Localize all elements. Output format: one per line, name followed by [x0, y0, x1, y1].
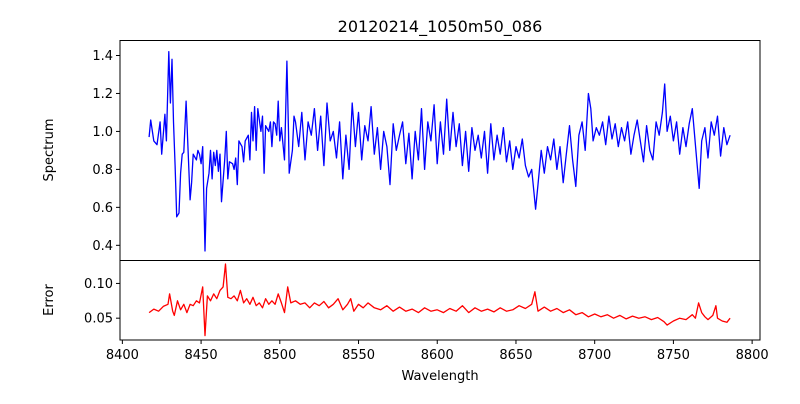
y-tick-label: 1.4 [92, 49, 113, 64]
spectrum-y-label: Spectrum [42, 119, 57, 182]
y-tick-label: 1.0 [92, 125, 113, 140]
y-tick-label: 0.6 [92, 201, 113, 216]
x-tick-label: 8750 [657, 348, 690, 363]
x-tick-label: 8700 [578, 348, 611, 363]
spectrum-axes: 0.4 0.6 0.8 1.0 1.2 1.4 [92, 40, 761, 261]
chart-title: 20120214_1050m50_086 [338, 17, 543, 37]
x-tick-label: 8500 [263, 348, 296, 363]
y-tick-label: 1.2 [92, 87, 113, 102]
error-line [148, 263, 731, 337]
spectrum-line [148, 51, 731, 252]
x-tick-label: 8600 [421, 348, 454, 363]
x-tick-label: 8550 [342, 348, 375, 363]
x-tick-label: 8800 [736, 348, 769, 363]
axes-frame [119, 260, 761, 341]
axes-frame [119, 40, 761, 261]
x-tick-label: 8450 [185, 348, 218, 363]
x-tick-label: 8400 [106, 348, 139, 363]
error-y-label: Error [42, 284, 57, 316]
x-axis-label: Wavelength [401, 369, 478, 384]
y-tick-label: 0.05 [84, 312, 113, 327]
error-axes: 0.05 0.10 8400 8450 8500 8550 8600 8650 8700 8750… [84, 260, 769, 363]
y-tick-label: 0.8 [92, 163, 113, 178]
x-tick-label: 8650 [499, 348, 532, 363]
y-tick-label: 0.10 [84, 277, 113, 292]
y-tick-label: 0.4 [92, 239, 113, 254]
